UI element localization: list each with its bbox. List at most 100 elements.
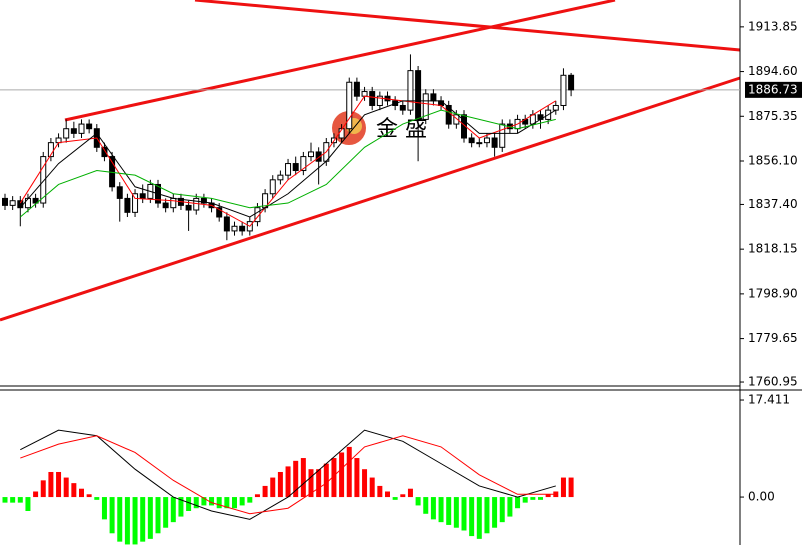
candle-body	[568, 74, 575, 91]
candle-body	[231, 225, 238, 232]
candle-body	[483, 137, 490, 144]
candle-body	[101, 146, 108, 158]
histogram-bar	[56, 471, 62, 498]
histogram-bar	[25, 497, 31, 511]
candle-body	[407, 70, 414, 111]
histogram-bar	[170, 497, 176, 523]
histogram-bar	[415, 497, 421, 506]
macd-line	[20, 429, 556, 520]
candle-body	[32, 197, 39, 204]
histogram-bar	[316, 469, 322, 498]
moving-average	[19, 100, 557, 218]
histogram-bar	[193, 497, 199, 509]
candle-body	[185, 204, 192, 211]
candle-body	[369, 91, 376, 106]
y-tick-label: 1875.35	[748, 109, 798, 123]
histogram-bar	[545, 494, 551, 498]
histogram-bar	[385, 491, 390, 498]
candle-body	[285, 163, 292, 176]
histogram-bar	[560, 477, 566, 498]
candle-body	[17, 200, 24, 209]
candle-body	[269, 179, 276, 195]
histogram-bar	[124, 497, 130, 545]
histogram-bar	[400, 494, 406, 498]
candle-body	[200, 197, 207, 204]
y-tick-label: 1760.95	[748, 375, 798, 389]
histogram-bar	[522, 497, 528, 503]
histogram-bar	[163, 497, 169, 528]
candle-body	[453, 114, 460, 125]
y-tick-label: 1798.90	[748, 286, 798, 300]
candle-body	[499, 123, 506, 148]
candle-body	[70, 128, 77, 134]
histogram-bar	[140, 497, 146, 542]
candle-body	[239, 225, 246, 232]
candle-body	[116, 186, 123, 199]
histogram-bar	[10, 497, 16, 503]
candle-body	[361, 91, 368, 97]
price-label-box	[745, 81, 802, 98]
histogram-bar	[86, 494, 92, 498]
candle-body	[40, 156, 47, 204]
candle-body	[560, 74, 567, 106]
histogram-bar	[323, 463, 329, 498]
histogram-bar	[2, 497, 8, 503]
candle-body	[24, 197, 31, 209]
histogram-bar	[201, 497, 207, 506]
histogram-bar	[354, 458, 360, 498]
histogram-bar	[392, 497, 398, 500]
trend-line	[64, 0, 616, 122]
histogram-bar	[40, 480, 46, 498]
moving-average	[19, 109, 556, 218]
histogram-bar	[155, 497, 161, 534]
y-tick-label: 1894.60	[748, 64, 798, 78]
candle-body	[132, 193, 139, 213]
candle-body	[491, 137, 498, 148]
candle-body	[415, 70, 422, 120]
candle-body	[216, 207, 223, 218]
y-tick-label: 1913.85	[748, 19, 798, 33]
candle-body	[170, 197, 177, 209]
current-price-label: 1886.73	[748, 82, 798, 96]
histogram-bar	[346, 446, 352, 498]
histogram-bar	[254, 494, 260, 498]
candle-body	[47, 142, 54, 158]
histogram-bar	[362, 469, 368, 498]
histogram-bar	[94, 497, 100, 500]
moving-average	[19, 95, 557, 227]
histogram-bar	[430, 497, 436, 520]
candle-body	[223, 216, 230, 232]
histogram-bar	[101, 497, 107, 520]
histogram-bar	[33, 491, 39, 498]
candle-body	[292, 163, 299, 172]
histogram-bar	[71, 483, 77, 498]
histogram-bar	[438, 497, 444, 523]
histogram-bar	[209, 497, 215, 506]
y-tick-label: 1837.40	[748, 197, 798, 211]
histogram-bar	[469, 497, 475, 537]
histogram-bar	[484, 497, 490, 534]
histogram-bar	[499, 497, 505, 523]
histogram-bar	[247, 497, 253, 503]
histogram-bar	[507, 497, 513, 517]
candle-body	[468, 137, 475, 144]
candle-body	[461, 114, 467, 139]
trend-line	[0, 76, 741, 322]
candle-body	[376, 95, 383, 106]
histogram-bar	[492, 497, 498, 528]
histogram-bar	[407, 488, 413, 498]
histogram-bar	[568, 477, 574, 498]
histogram-bar	[293, 460, 299, 498]
histogram-bar	[63, 477, 69, 498]
histogram-bar	[117, 497, 123, 542]
y-tick-label: 17.411	[748, 393, 790, 407]
histogram-bar	[224, 497, 230, 509]
candle-body	[277, 174, 284, 181]
histogram-bar	[277, 471, 283, 498]
histogram-bar	[178, 497, 184, 517]
histogram-bar	[446, 497, 452, 525]
candle-body	[63, 128, 70, 139]
candle-body	[308, 151, 314, 158]
trend-line	[194, 0, 741, 52]
